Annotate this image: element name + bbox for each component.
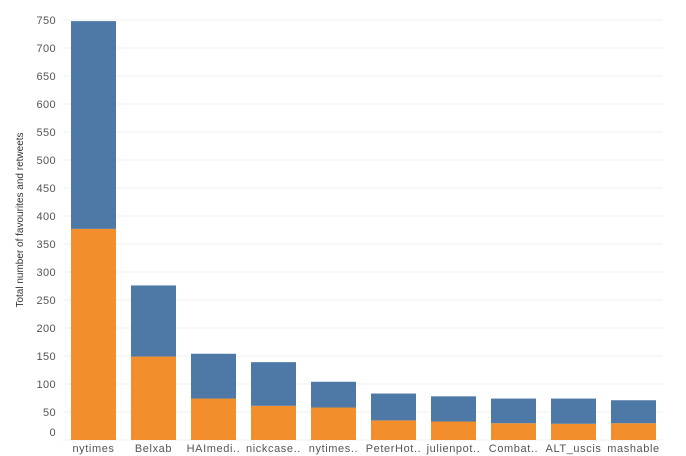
x-category-label: nytimes bbox=[72, 443, 114, 455]
bars bbox=[71, 21, 656, 440]
bar-segment-haimedi-s2 bbox=[191, 353, 236, 399]
y-tick-label: 50 bbox=[43, 407, 56, 419]
bar-segment-nickcase-s2 bbox=[251, 362, 296, 406]
bar-segment-belxab-s1 bbox=[131, 356, 176, 440]
x-category-label: nickcase.. bbox=[246, 443, 301, 455]
bar-segment-altuscis-s2 bbox=[551, 398, 596, 424]
y-tick-label: 150 bbox=[36, 351, 56, 363]
bar-segment-altuscis-s1 bbox=[551, 423, 596, 440]
bar-segment-nytimes-s1 bbox=[71, 228, 116, 440]
bar-segment-combat-s2 bbox=[491, 398, 536, 424]
y-axis-title: Total number of favourites and retweets bbox=[15, 132, 26, 307]
y-tick-label: 0 bbox=[49, 427, 56, 439]
y-tick-label: 100 bbox=[36, 379, 56, 391]
x-category-label: Belxab bbox=[135, 443, 172, 455]
bar-segment-mashable-s1 bbox=[611, 423, 656, 440]
y-tick-label: 400 bbox=[36, 211, 56, 223]
x-category-label: nytimes.. bbox=[309, 443, 358, 455]
x-category-label: ALT_uscis bbox=[546, 443, 602, 455]
x-category-label: PeterHot.. bbox=[366, 443, 422, 455]
bar-segment-nytimes-s1 bbox=[311, 407, 356, 440]
bar-segment-julienpot-s2 bbox=[431, 396, 476, 422]
y-tick-label: 700 bbox=[36, 43, 56, 55]
x-category-label: Combat.. bbox=[489, 443, 538, 455]
y-tick-label: 200 bbox=[36, 323, 56, 335]
y-tick-label: 600 bbox=[36, 99, 56, 111]
bar-segment-mashable-s2 bbox=[611, 400, 656, 424]
x-category-label: mashable bbox=[607, 443, 660, 455]
bar-segment-peterhot-s1 bbox=[371, 420, 416, 440]
y-tick-label: 250 bbox=[36, 295, 56, 307]
bar-segment-nytimes-s2 bbox=[311, 381, 356, 408]
bar-segment-nickcase-s1 bbox=[251, 405, 296, 440]
bar-segment-belxab-s2 bbox=[131, 285, 176, 357]
bar-segment-nytimes-s2 bbox=[71, 21, 116, 229]
y-axis-ticks: 0 50 100 150 200 250 300 350 400 450 500 550 600 650 7… bbox=[36, 15, 56, 439]
y-tick-label: 300 bbox=[36, 267, 56, 279]
y-tick-label: 750 bbox=[36, 15, 56, 27]
x-category-label: julienpot.. bbox=[426, 443, 481, 455]
bar-segment-combat-s1 bbox=[491, 423, 536, 440]
y-tick-label: 350 bbox=[36, 239, 56, 251]
y-tick-label: 450 bbox=[36, 183, 56, 195]
y-tick-label: 650 bbox=[36, 71, 56, 83]
x-category-label: HAImedi.. bbox=[187, 443, 241, 455]
bar-segment-julienpot-s1 bbox=[431, 421, 476, 440]
x-axis-labels: nytimes Belxab HAImedi.. nickcase.. nytimes.… bbox=[72, 443, 659, 455]
bar-segment-peterhot-s2 bbox=[371, 393, 416, 421]
bar-segment-haimedi-s1 bbox=[191, 398, 236, 440]
y-tick-label: 550 bbox=[36, 127, 56, 139]
y-tick-label: 500 bbox=[36, 155, 56, 167]
